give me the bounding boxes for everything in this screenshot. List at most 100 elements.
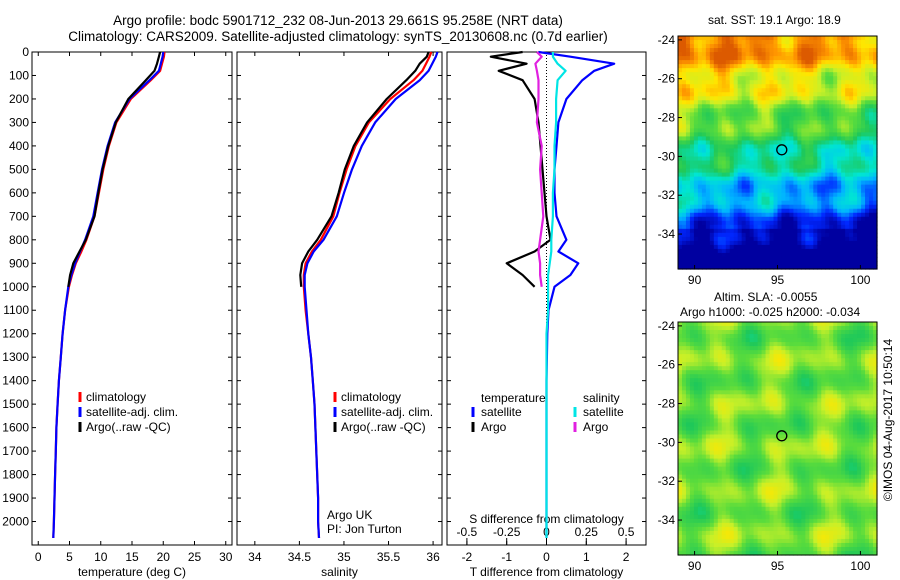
map-cell	[753, 530, 759, 536]
map-cell	[785, 434, 791, 440]
map-cell	[709, 260, 715, 266]
map-cell	[709, 322, 715, 327]
map-cell	[689, 346, 695, 351]
map-cell	[821, 208, 826, 214]
map-cell	[761, 132, 767, 138]
map-cell	[785, 394, 791, 399]
map-cell	[709, 156, 715, 162]
y-tick-label: 300	[9, 115, 29, 129]
map-cell	[773, 156, 779, 162]
series-line-satellite-adj-clim-	[303, 51, 439, 539]
map-cell	[789, 52, 795, 57]
map-cell	[717, 88, 723, 93]
map-cell	[685, 418, 691, 424]
map-cell	[678, 248, 683, 254]
map-cell	[678, 252, 683, 258]
map-cell	[725, 490, 731, 496]
map-cell	[801, 342, 806, 347]
map-cell	[705, 470, 711, 476]
map-cell	[717, 442, 723, 448]
map-cell	[761, 338, 767, 343]
map-cell	[689, 176, 695, 182]
map-cell	[741, 220, 747, 226]
map-cell	[769, 350, 775, 355]
map-cell	[785, 374, 791, 379]
map-cell	[849, 124, 854, 129]
map-cell	[709, 252, 715, 258]
map-cell	[793, 256, 798, 262]
map-cell	[697, 378, 703, 383]
map-cell	[777, 60, 783, 65]
map-cell	[737, 224, 743, 230]
map-cell	[761, 248, 767, 254]
map-cell	[753, 188, 759, 194]
map-cell	[697, 144, 703, 150]
map-cell	[781, 374, 787, 379]
map-cell	[697, 232, 703, 238]
map-cell	[805, 204, 810, 210]
map-cell	[853, 200, 858, 206]
map-cell	[729, 454, 735, 460]
map-cell	[821, 44, 826, 49]
map-cell	[825, 36, 830, 41]
map-cell	[765, 442, 771, 448]
map-cell	[681, 92, 687, 97]
map-cell	[685, 48, 691, 53]
map-cell	[745, 466, 751, 472]
map-cell	[753, 546, 759, 552]
map-cell	[693, 240, 699, 246]
map-cell	[769, 478, 775, 484]
map-cell	[873, 144, 878, 150]
map-cell	[817, 196, 822, 202]
map-cell	[733, 196, 739, 202]
map-cell	[825, 96, 830, 101]
map-cell	[837, 204, 842, 210]
map-cell	[693, 44, 699, 49]
map-cell	[729, 48, 735, 53]
map-cell	[693, 418, 699, 424]
map-cell	[725, 36, 731, 41]
map-cell	[701, 470, 707, 476]
map-cell	[797, 208, 802, 214]
map-cell	[757, 68, 763, 73]
map-cell	[733, 40, 739, 45]
map-cell	[737, 510, 743, 516]
map-cell	[721, 430, 727, 436]
map-cell	[761, 486, 767, 492]
map-cell	[777, 478, 783, 484]
map-cell	[793, 72, 798, 77]
map-cell	[693, 410, 699, 415]
map-cell	[781, 486, 787, 492]
map-cell	[685, 180, 691, 186]
map-cell	[693, 402, 699, 407]
map-cell	[693, 216, 699, 222]
map-cell	[785, 550, 791, 556]
map-cell	[733, 88, 739, 93]
map-cell	[753, 68, 759, 73]
map-cell	[753, 164, 759, 170]
x-tick-label: 34	[248, 550, 262, 564]
map-cell	[761, 494, 767, 500]
map-cell	[753, 108, 759, 113]
map-cell	[753, 418, 759, 424]
map-cell	[709, 212, 715, 218]
map-cell	[805, 40, 810, 45]
map-cell	[837, 124, 842, 129]
map-cell	[757, 474, 763, 480]
map-cell	[717, 466, 723, 472]
map-cell	[781, 96, 787, 101]
map-cell	[725, 534, 731, 540]
map-cell	[773, 494, 779, 500]
map-cell	[809, 64, 814, 69]
map-cell	[873, 156, 878, 162]
map-cell	[717, 454, 723, 460]
map-cell	[781, 370, 787, 375]
map-cell	[725, 252, 731, 258]
map-cell	[745, 550, 751, 556]
map-cell	[833, 148, 838, 154]
map-cell	[753, 172, 759, 178]
map-cell	[829, 76, 834, 81]
map-cell	[681, 330, 687, 335]
map-cell	[865, 44, 870, 49]
map-cell	[697, 44, 703, 49]
